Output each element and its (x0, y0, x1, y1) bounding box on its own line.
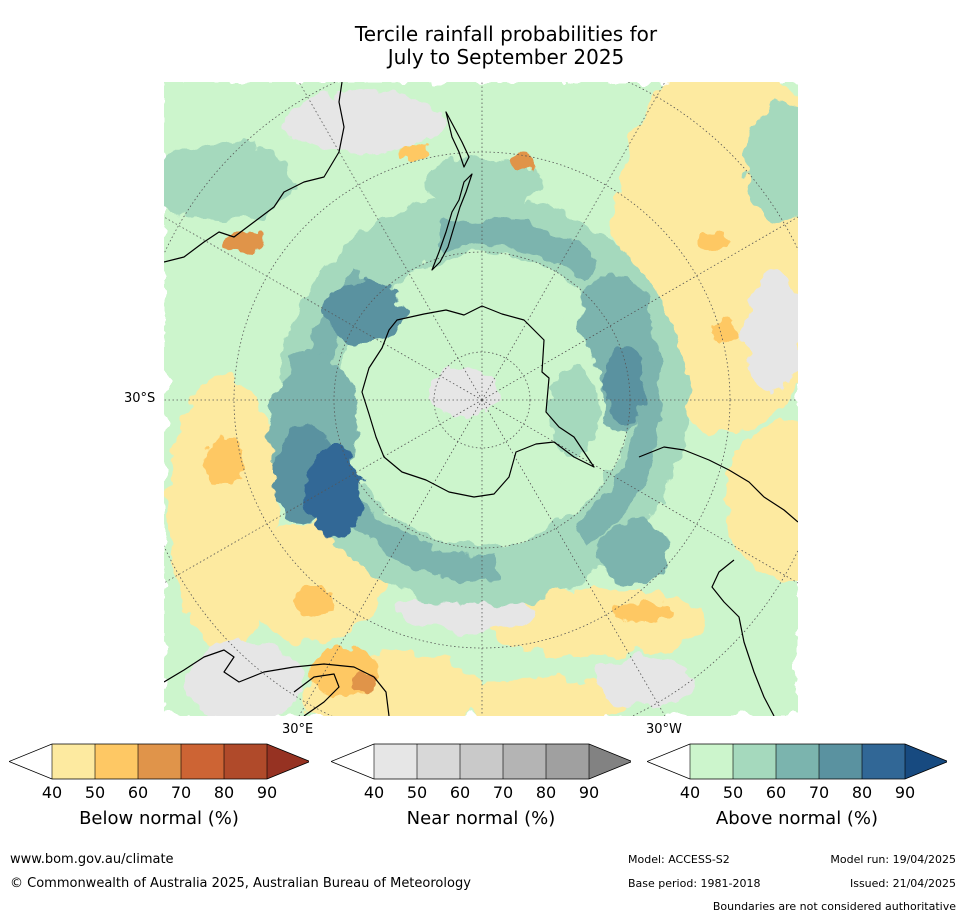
colorbar-below-tick-label: 50 (84, 783, 106, 802)
colorbar-above-segment-0 (647, 744, 690, 779)
colorbar-below-segment-4 (181, 744, 224, 779)
colorbar-below-segment-1 (52, 744, 95, 779)
colorbar-below-segment-0 (9, 744, 52, 779)
colorbar-near-ticks: 40 50 60 70 80 90 (331, 783, 631, 803)
footer-disclaimer: Boundaries are not considered authoritat… (712, 900, 956, 913)
colorbar-near-segment-3 (460, 744, 503, 779)
colorbar-near-tick-label: 80 (535, 783, 557, 802)
new-zealand-coastline (431, 173, 473, 271)
colorbar-below-tick-label: 60 (127, 783, 149, 802)
antarctica-coastline (361, 305, 595, 498)
colorbar-near-tick-label: 50 (406, 783, 428, 802)
southern-ocean-wet-ring (164, 102, 798, 605)
colorbar-near-tick-label: 60 (449, 783, 471, 802)
australia-coastline (164, 82, 345, 263)
colorbar-above-segment-5 (862, 744, 905, 779)
colorbar-above-tick-label: 90 (894, 783, 916, 802)
colorbar-below-normal (7, 742, 312, 782)
colorbar-near-segment-0 (331, 744, 374, 779)
colorbar-near-tick-label: 40 (363, 783, 385, 802)
latitude-label-30s: 30°S (124, 391, 156, 406)
graticule (164, 82, 798, 716)
footer-model-run: Model run: 19/04/2025 (830, 853, 956, 866)
colorbar-above-normal (645, 742, 950, 782)
africa-coastline (164, 649, 390, 716)
colorbar-below-tick-label: 70 (170, 783, 192, 802)
colorbar-above-tick-label: 60 (765, 783, 787, 802)
colorbar-above-tick-label: 70 (808, 783, 830, 802)
colorbar-below-title: Below normal (%) (79, 808, 239, 829)
colorbar-above-svg (645, 743, 950, 780)
colorbar-below-tick-label: 90 (256, 783, 278, 802)
colorbar-below-tick-label: 80 (213, 783, 235, 802)
colorbar-below-tick-label: 40 (41, 783, 63, 802)
colorbar-near-tick-label: 70 (492, 783, 514, 802)
colorbar-above-segment-3 (776, 744, 819, 779)
footer-copyright: © Commonwealth of Australia 2025, Austra… (10, 876, 471, 891)
colorbar-above-segment-6 (905, 744, 948, 779)
colorbar-above-tick-label: 40 (679, 783, 701, 802)
colorbar-below-segment-5 (224, 744, 267, 779)
south-america-coastline (638, 446, 798, 523)
dry-hotspots (204, 144, 736, 697)
colorbar-above-title: Above normal (%) (715, 808, 879, 829)
madagascar-coastline (293, 673, 340, 716)
colorbar-near-segment-4 (503, 744, 546, 779)
colorbar-above-segment-1 (690, 744, 733, 779)
south-america-west-coast (711, 559, 775, 716)
colorbar-below-segment-6 (267, 744, 310, 779)
colorbar-near-svg (329, 743, 634, 780)
colorbar-near-tick-label: 90 (578, 783, 600, 802)
colorbar-below-segment-3 (138, 744, 181, 779)
colorbar-near-segment-2 (417, 744, 460, 779)
colorbar-near-title: Near normal (%) (406, 808, 556, 829)
footer-issued: Issued: 21/04/2025 (849, 877, 956, 890)
map-title-line-1: Tercile rainfall probabilities for (354, 22, 658, 46)
map-title-line-2: July to September 2025 (387, 45, 625, 69)
colorbar-above-ticks: 40 50 60 70 80 90 (647, 783, 947, 803)
rainfall-probability-map (164, 82, 798, 716)
coastlines (164, 82, 798, 716)
colorbar-above-segment-4 (819, 744, 862, 779)
colorbar-near-segment-1 (374, 744, 417, 779)
footer-website: www.bom.gov.au/climate (10, 852, 174, 867)
colorbar-near-segment-5 (546, 744, 589, 779)
longitude-label-30e: 30°E (282, 722, 314, 737)
new-zealand-north (445, 111, 470, 168)
colorbar-below-svg (7, 743, 312, 780)
footer-base-period: Base period: 1981-2018 (628, 877, 761, 890)
footer-model: Model: ACCESS-S2 (628, 853, 730, 866)
longitude-label-30w: 30°W (646, 722, 682, 737)
colorbar-above-segment-2 (733, 744, 776, 779)
colorbar-near-normal (329, 742, 634, 782)
colorbar-near-segment-6 (589, 744, 632, 779)
colorbar-above-tick-label: 50 (722, 783, 744, 802)
colorbar-below-ticks: 40 50 60 70 80 90 (9, 783, 309, 803)
colorbar-above-tick-label: 80 (851, 783, 873, 802)
colorbar-below-segment-2 (95, 744, 138, 779)
